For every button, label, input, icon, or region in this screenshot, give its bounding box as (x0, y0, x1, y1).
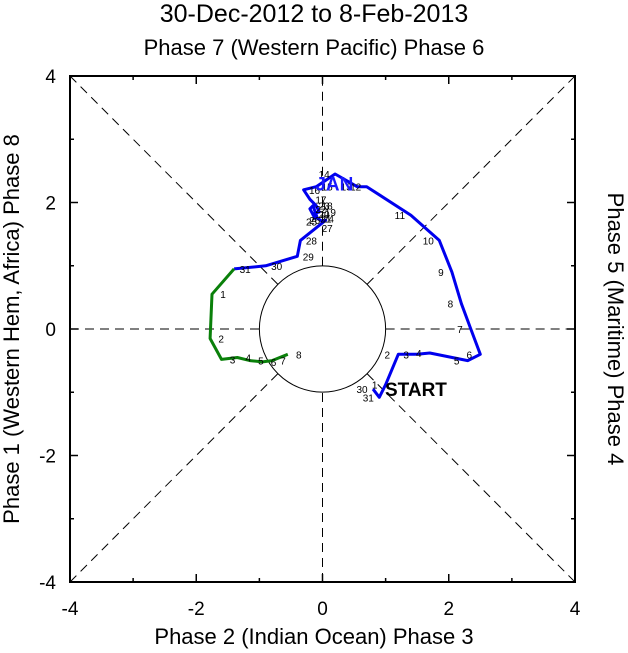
day-label: 11 (395, 211, 406, 222)
day-label: 14 (319, 170, 331, 181)
day-label: 3 (230, 355, 236, 366)
day-label: 30 (271, 262, 283, 273)
series-line-december-january (233, 172, 482, 399)
phase-divider-line (69, 373, 279, 583)
phase-divider-line (366, 373, 576, 583)
day-label: 20 (318, 210, 330, 221)
day-label: 10 (423, 236, 435, 247)
phase-divider-line (366, 75, 576, 285)
series-line-february (208, 267, 289, 364)
x-axis-label: Phase 2 (Indian Ocean) Phase 3 (154, 624, 474, 649)
unit-circle (258, 265, 387, 393)
day-label: 4 (246, 353, 252, 364)
day-label: 6 (271, 358, 277, 369)
day-label: 4 (416, 349, 422, 360)
day-label: 22 (315, 205, 327, 216)
day-label: 8 (296, 350, 302, 361)
day-label: 30 (356, 385, 368, 396)
day-label: 17 (315, 195, 327, 206)
month-label-jan: JAN (315, 175, 353, 196)
day-label: 8 (448, 300, 454, 311)
day-label: 5 (454, 357, 460, 368)
day-label: 7 (457, 325, 463, 336)
day-label: 25 (306, 217, 318, 228)
day-label: 29 (303, 252, 315, 263)
day-label: 7 (280, 357, 286, 368)
y-tick-label: 0 (45, 320, 56, 341)
day-label: 13 (341, 183, 353, 194)
y-tick-label: 4 (45, 67, 56, 88)
day-label: 31 (240, 265, 252, 276)
chart-title: 30-Dec-2012 to 8-Feb-2013 (159, 0, 469, 28)
y-tick-label: 2 (45, 194, 56, 215)
day-label: 2 (218, 334, 224, 345)
day-label: 9 (438, 268, 444, 279)
x-tick-label: -4 (62, 599, 79, 620)
day-label: 21 (320, 214, 332, 225)
day-label: 1 (372, 381, 378, 392)
day-label: 15 (322, 183, 334, 194)
day-label: 5 (258, 357, 264, 368)
day-label: 23 (318, 202, 330, 213)
day-label: 24 (323, 214, 335, 225)
x-tick-label: 4 (570, 599, 581, 620)
day-label: 26 (309, 216, 321, 227)
x-tick-label: 0 (317, 599, 328, 620)
y-tick-label: -2 (39, 447, 56, 468)
day-label: 16 (309, 186, 321, 197)
day-label: 27 (322, 224, 334, 235)
day-label: 28 (306, 236, 318, 247)
start-label: START (385, 380, 447, 401)
phase-divider-line (69, 75, 279, 285)
day-label: 18 (322, 202, 334, 213)
top-axis-label: Phase 7 (Western Pacific) Phase 6 (143, 35, 485, 60)
day-label: 6 (467, 350, 473, 361)
y-tick-label: -4 (39, 573, 56, 594)
day-label: 31 (363, 393, 375, 404)
day-label: 1 (220, 290, 226, 301)
day-label: 19 (325, 208, 337, 219)
day-label: 12 (350, 183, 362, 194)
day-label: 3 (403, 350, 409, 361)
x-tick-label: 2 (443, 599, 454, 620)
x-tick-label: -2 (188, 599, 205, 620)
day-label: 2 (384, 350, 390, 361)
